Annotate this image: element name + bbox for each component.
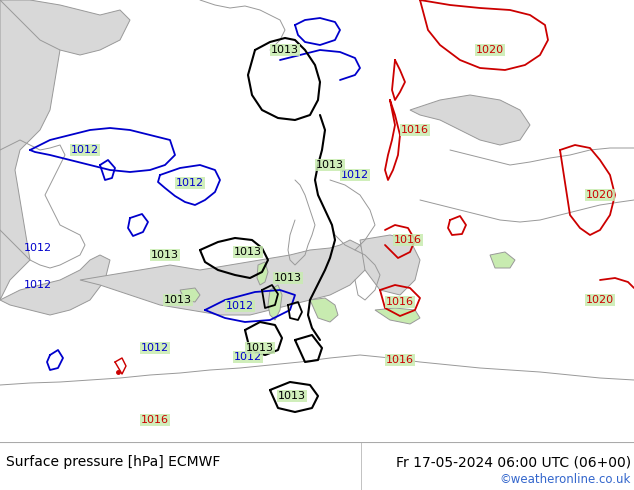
Polygon shape: [360, 235, 420, 295]
Polygon shape: [0, 0, 60, 300]
Text: 1013: 1013: [271, 45, 299, 55]
Polygon shape: [310, 298, 338, 322]
Text: 1012: 1012: [341, 170, 369, 180]
Polygon shape: [268, 285, 282, 320]
Text: 1012: 1012: [141, 343, 169, 353]
Text: 1013: 1013: [316, 160, 344, 170]
Polygon shape: [375, 308, 420, 324]
Text: 1013: 1013: [278, 391, 306, 401]
Text: 1020: 1020: [476, 45, 504, 55]
Polygon shape: [0, 255, 110, 315]
Text: 1016: 1016: [386, 297, 414, 307]
Text: 1012: 1012: [234, 352, 262, 362]
Text: 1020: 1020: [586, 295, 614, 305]
Text: 1013: 1013: [151, 250, 179, 260]
Polygon shape: [0, 0, 130, 55]
Text: 1016: 1016: [394, 235, 422, 245]
Text: 1012: 1012: [24, 243, 52, 253]
Polygon shape: [490, 252, 515, 268]
Text: 1013: 1013: [234, 247, 262, 257]
Text: Fr 17-05-2024 06:00 UTC (06+00): Fr 17-05-2024 06:00 UTC (06+00): [396, 455, 631, 469]
Text: 1016: 1016: [386, 355, 414, 365]
Text: 1013: 1013: [164, 295, 192, 305]
Text: 1013: 1013: [274, 273, 302, 283]
Text: 1020: 1020: [586, 190, 614, 200]
Polygon shape: [180, 288, 200, 302]
Polygon shape: [80, 240, 370, 315]
Text: 1016: 1016: [141, 415, 169, 425]
Text: 1012: 1012: [226, 301, 254, 311]
Text: Surface pressure [hPa] ECMWF: Surface pressure [hPa] ECMWF: [6, 455, 221, 469]
Polygon shape: [257, 262, 268, 285]
Text: ©weatheronline.co.uk: ©weatheronline.co.uk: [500, 473, 631, 486]
Text: 1012: 1012: [176, 178, 204, 188]
Text: 1016: 1016: [401, 125, 429, 135]
Polygon shape: [410, 95, 530, 145]
Text: 1012: 1012: [71, 145, 99, 155]
Text: 1013: 1013: [246, 343, 274, 353]
Text: 1012: 1012: [24, 280, 52, 290]
